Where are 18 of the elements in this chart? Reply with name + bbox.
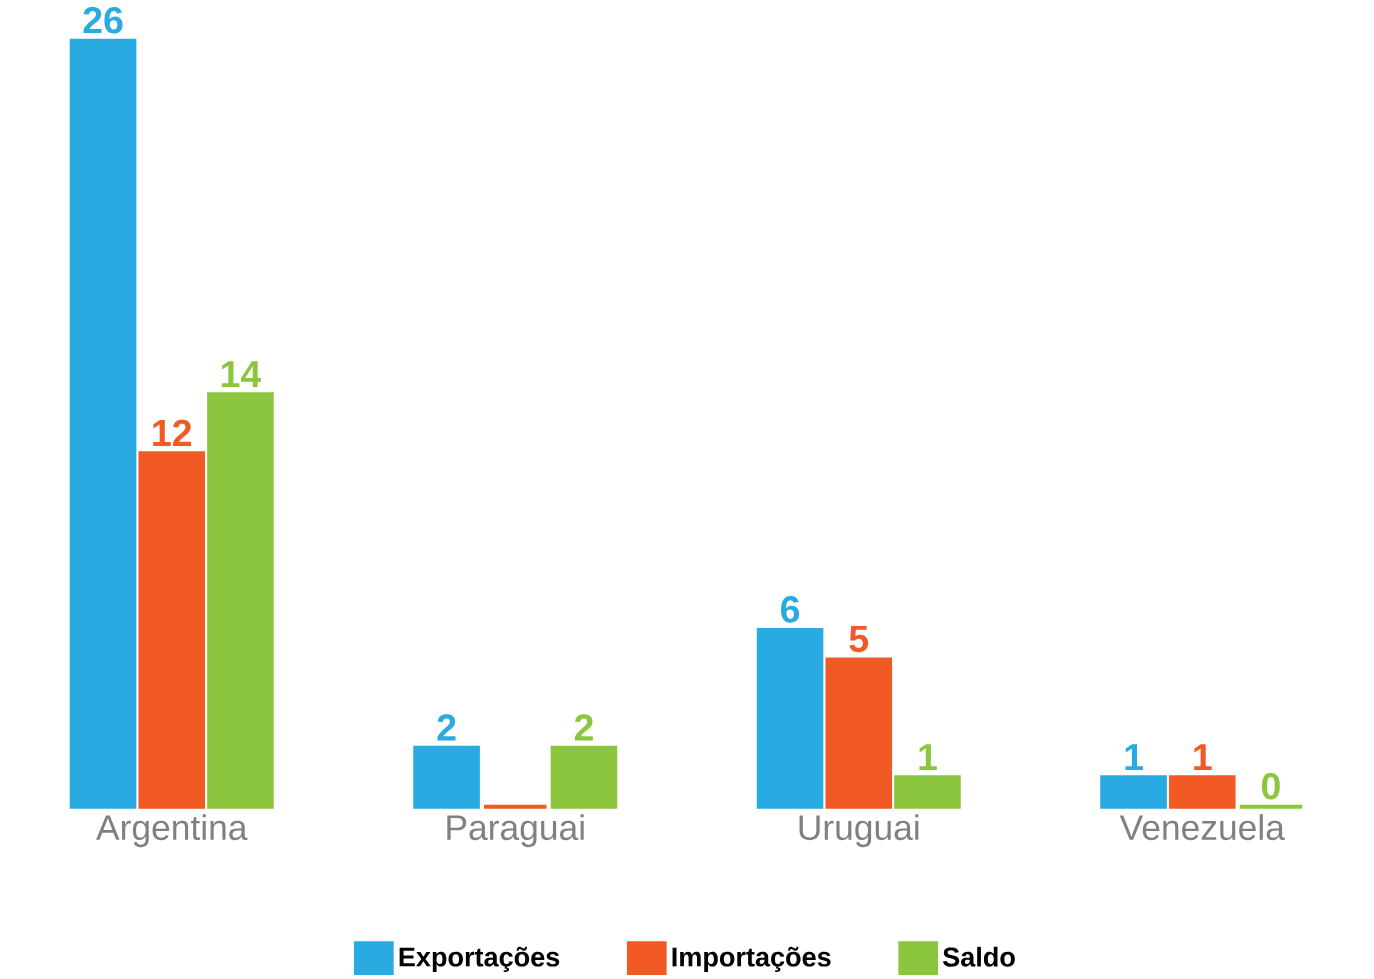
data-label: 26: [83, 6, 123, 34]
data-label: 0: [1262, 772, 1280, 800]
data-label: 5: [849, 625, 869, 653]
data-label: 1: [1125, 744, 1143, 770]
x-tick-label: Uruguai: [799, 814, 919, 848]
data-label: 2: [437, 714, 456, 741]
data-label: 14: [221, 361, 262, 387]
data-label: 1: [1194, 744, 1212, 770]
data-label: 1: [919, 744, 937, 770]
data-label: 2: [574, 714, 593, 741]
legend-label: Saldo: [942, 946, 1015, 967]
data-label: 6: [781, 596, 800, 623]
data-label: 12: [153, 419, 192, 446]
legend-label: Exportações: [399, 946, 560, 972]
x-tick-label: Paraguai: [447, 814, 584, 848]
legend-label: Importações: [672, 946, 831, 972]
x-tick-label: Argentina: [96, 814, 248, 848]
x-tick-label: Venezuela: [1119, 814, 1285, 841]
